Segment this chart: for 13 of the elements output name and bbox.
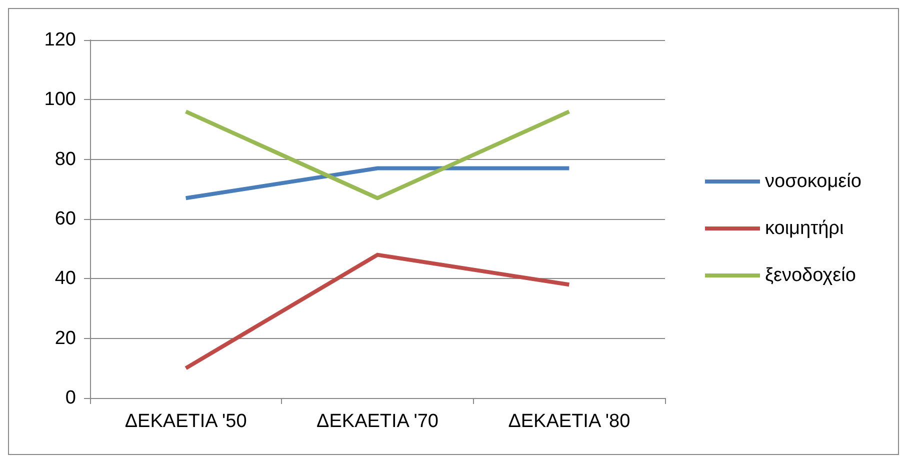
x-tick-label: ΔΕΚΑΕΤΙΑ '80 <box>508 411 630 432</box>
y-tick-label: 80 <box>54 148 76 170</box>
y-tick-label: 120 <box>44 30 76 50</box>
legend-label: νοσοκομείο <box>765 171 862 192</box>
y-tick-label: 20 <box>54 328 76 349</box>
y-tick-label: 100 <box>44 89 76 110</box>
legend-label: κοιμητήρι <box>765 218 844 239</box>
y-tick-label: 0 <box>65 388 76 408</box>
y-tick-label: 40 <box>54 268 76 290</box>
x-tick-label: ΔΕΚΑΕΤΙΑ '50 <box>124 411 247 432</box>
y-tick-label: 60 <box>54 208 76 230</box>
legend-label: ξενοδοχείο <box>765 265 856 286</box>
x-tick-label: ΔΕΚΑΕΤΙΑ '70 <box>316 411 438 432</box>
